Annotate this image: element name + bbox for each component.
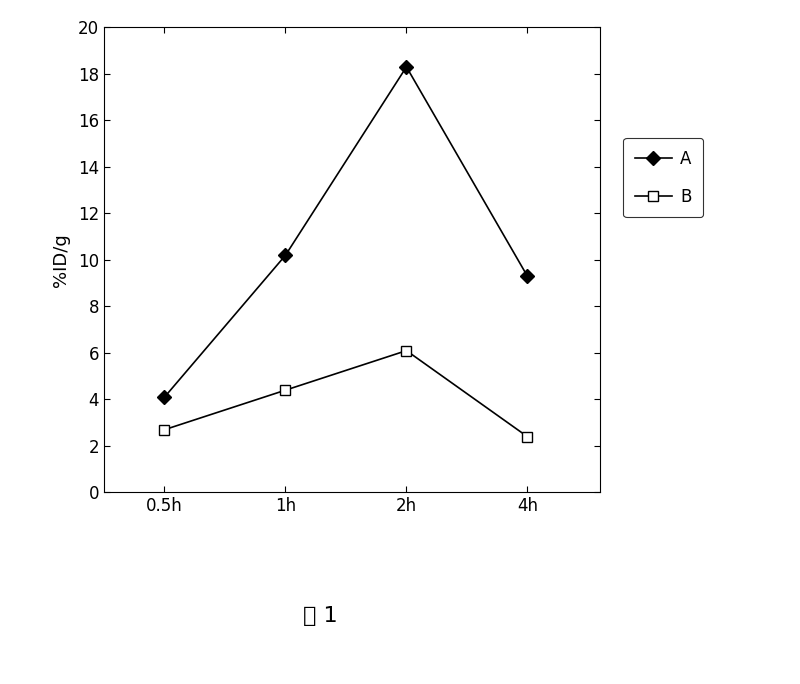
Legend: A, B: A, B: [623, 138, 703, 218]
B: [522, 432, 532, 440]
Y-axis label: %ID/g: %ID/g: [51, 233, 70, 287]
A: [160, 393, 170, 402]
Line: A: A: [160, 62, 532, 402]
Line: B: B: [160, 345, 532, 442]
A: [522, 272, 532, 280]
A: [281, 251, 290, 259]
B: [402, 347, 411, 355]
B: [160, 425, 170, 434]
Text: 图 1: 图 1: [302, 605, 338, 626]
A: [402, 63, 411, 71]
B: [281, 386, 290, 394]
